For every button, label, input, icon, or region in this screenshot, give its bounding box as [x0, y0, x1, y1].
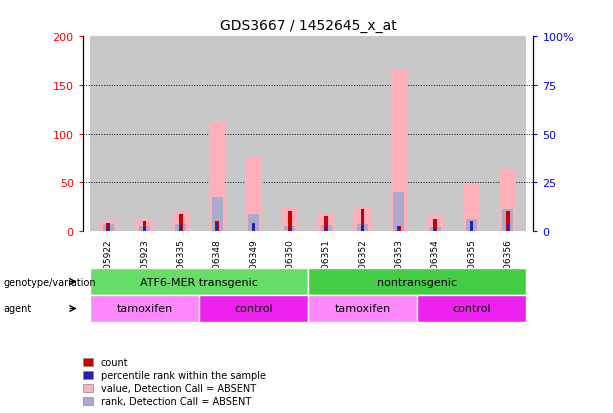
Text: tamoxifen: tamoxifen — [335, 304, 390, 314]
Bar — [463, 185, 480, 231]
Bar — [357, 225, 368, 231]
Bar — [107, 225, 110, 231]
Bar — [321, 225, 332, 231]
Bar — [282, 208, 298, 231]
Bar — [470, 221, 473, 231]
Bar — [175, 225, 186, 231]
Bar — [398, 226, 400, 231]
Bar — [90, 295, 199, 322]
Title: GDS3667 / 1452645_x_at: GDS3667 / 1452645_x_at — [219, 19, 397, 33]
Bar — [107, 223, 110, 231]
Bar — [354, 207, 371, 231]
Bar — [143, 228, 146, 231]
Text: nontransgenic: nontransgenic — [377, 277, 457, 287]
Bar — [503, 210, 513, 231]
Bar — [345, 37, 381, 231]
Bar — [179, 215, 183, 231]
Bar — [139, 226, 150, 231]
Text: tamoxifen: tamoxifen — [116, 304, 173, 314]
Bar — [454, 37, 490, 231]
Bar — [199, 295, 308, 322]
Bar — [100, 223, 116, 231]
Bar — [434, 228, 436, 231]
Bar — [103, 225, 113, 231]
Bar — [381, 37, 417, 231]
Text: agent: agent — [3, 304, 31, 314]
Bar — [209, 121, 226, 231]
Bar — [394, 192, 405, 231]
Bar — [361, 225, 364, 231]
Text: genotype/variation: genotype/variation — [3, 277, 96, 287]
Bar — [417, 295, 526, 322]
Bar — [284, 226, 295, 231]
Bar — [308, 268, 526, 295]
Bar — [325, 226, 327, 231]
Bar — [470, 221, 473, 231]
Bar — [199, 37, 235, 231]
Bar — [245, 159, 262, 231]
Bar — [235, 37, 272, 231]
Text: control: control — [452, 304, 491, 314]
Bar — [288, 212, 292, 231]
Bar — [136, 220, 153, 231]
Text: control: control — [234, 304, 273, 314]
Bar — [180, 225, 182, 231]
Bar — [215, 221, 219, 231]
Bar — [143, 221, 147, 231]
Bar — [272, 37, 308, 231]
Bar — [253, 225, 255, 231]
Legend: count, percentile rank within the sample, value, Detection Call = ABSENT, rank, : count, percentile rank within the sample… — [82, 356, 268, 408]
Bar — [211, 197, 223, 231]
Bar — [417, 37, 454, 231]
Bar — [500, 170, 516, 231]
Bar — [506, 212, 509, 231]
Bar — [433, 220, 437, 231]
Bar — [397, 226, 401, 231]
Bar — [506, 223, 509, 231]
Bar — [324, 217, 328, 231]
Bar — [390, 71, 407, 231]
Bar — [466, 220, 477, 231]
Bar — [90, 268, 308, 295]
Bar — [90, 37, 126, 231]
Bar — [427, 217, 443, 231]
Bar — [430, 228, 441, 231]
Text: ATF6-MER transgenic: ATF6-MER transgenic — [140, 277, 258, 287]
Bar — [173, 213, 189, 231]
Bar — [289, 228, 291, 231]
Bar — [360, 210, 364, 231]
Bar — [490, 37, 526, 231]
Bar — [162, 37, 199, 231]
Bar — [252, 223, 256, 231]
Bar — [126, 37, 162, 231]
Bar — [308, 37, 345, 231]
Bar — [216, 223, 218, 231]
Bar — [308, 295, 417, 322]
Bar — [248, 215, 259, 231]
Bar — [318, 214, 334, 231]
